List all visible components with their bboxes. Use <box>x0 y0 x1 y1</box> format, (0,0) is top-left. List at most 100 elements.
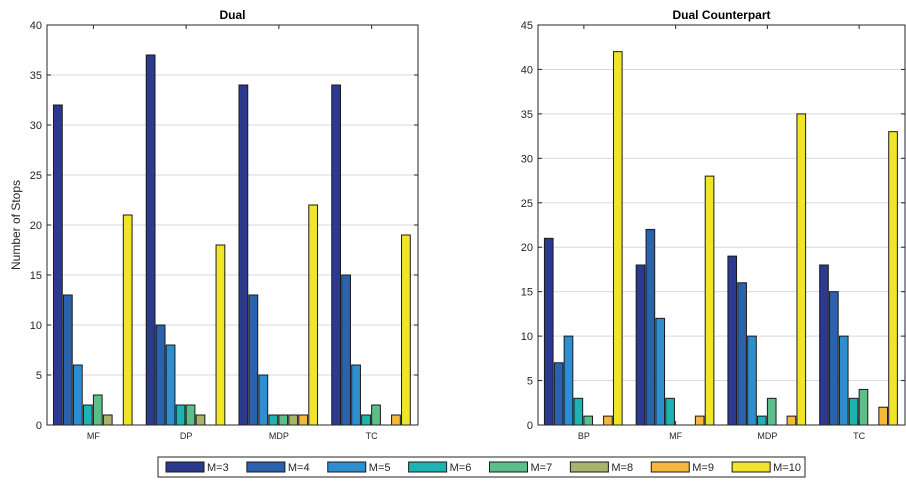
chart-dual-counterpart: 0 5 10 15 20 25 30 35 40 45 BP MF MDP TC Dual Counterp… <box>521 8 906 441</box>
bar <box>612 51 623 426</box>
bar <box>573 397 584 426</box>
bar <box>341 274 351 426</box>
legend-label: M=8 <box>611 462 633 474</box>
bar <box>185 404 196 426</box>
bar <box>747 335 757 426</box>
bar <box>248 294 259 426</box>
y-axis-label: Number of Stops <box>9 180 23 270</box>
bar <box>371 404 381 426</box>
bar <box>288 414 299 426</box>
bar <box>635 264 646 426</box>
bar <box>737 282 747 426</box>
y-tick-label: 10 <box>30 320 42 332</box>
bar <box>351 364 361 426</box>
y-tick-label: 20 <box>30 220 42 232</box>
legend-swatch <box>489 461 528 473</box>
bar <box>655 317 666 426</box>
legend-swatch <box>408 461 448 473</box>
bar <box>122 214 133 426</box>
bar <box>727 255 738 426</box>
bar <box>92 394 103 426</box>
legend-label: M=3 <box>207 462 229 474</box>
bar <box>878 406 889 426</box>
bar <box>694 415 705 426</box>
x-tick-label: MDP <box>269 431 289 441</box>
y-tick-label: 5 <box>36 370 42 382</box>
bar <box>563 335 574 426</box>
legend-label: M=7 <box>531 462 553 474</box>
bar <box>82 404 93 426</box>
chart-title: Dual <box>219 8 245 22</box>
y-tick-label: 35 <box>521 109 533 121</box>
bar <box>858 388 869 426</box>
x-tick-label: DP <box>180 431 193 441</box>
x-tick-label: MDP <box>757 431 777 441</box>
legend-swatch <box>327 461 367 473</box>
bar <box>238 84 249 426</box>
bar <box>786 415 797 426</box>
bar <box>603 415 613 426</box>
bar <box>298 414 309 426</box>
bar <box>553 362 564 426</box>
bar <box>215 244 226 426</box>
bar <box>155 324 166 426</box>
y-tick-label: 0 <box>527 420 533 432</box>
legend-swatch <box>165 461 205 473</box>
bar <box>838 335 849 426</box>
bar <box>361 414 371 426</box>
x-tick-label: MF <box>669 431 682 441</box>
plot-frame <box>537 24 906 426</box>
y-tick-label: 25 <box>521 198 533 210</box>
legend-swatch <box>731 461 771 473</box>
chart-dual: 0 5 10 15 20 25 30 35 40 MF DP MDP TC Dual Number of S… <box>9 8 419 441</box>
bar <box>583 415 594 426</box>
bar <box>278 414 289 426</box>
bar <box>62 294 73 426</box>
bar <box>391 414 401 426</box>
bar <box>829 291 839 426</box>
x-tick-label: MF <box>87 431 100 441</box>
legend-label: M=10 <box>773 462 801 474</box>
bar <box>757 415 767 426</box>
y-tick-label: 35 <box>30 70 42 82</box>
bar <box>195 414 206 426</box>
y-tick-label: 25 <box>30 170 42 182</box>
y-tick-label: 45 <box>521 20 533 32</box>
bar <box>665 397 675 426</box>
legend-swatch <box>246 461 286 473</box>
bar <box>796 113 807 426</box>
y-tick-label: 20 <box>521 242 533 254</box>
y-tick-label: 5 <box>527 376 533 388</box>
bar <box>645 228 656 426</box>
bar <box>888 131 898 426</box>
bar <box>165 344 176 426</box>
y-tick-label: 30 <box>521 153 533 165</box>
legend-box <box>157 456 806 478</box>
chart-title: Dual Counterpart <box>672 8 770 22</box>
bar <box>543 237 554 426</box>
legend-label: M=4 <box>288 462 310 474</box>
y-tick-label: 15 <box>521 287 533 299</box>
y-tick-label: 15 <box>30 270 42 282</box>
bar <box>175 404 186 426</box>
y-tick-label: 40 <box>521 64 533 76</box>
legend: M=3 M=4 M=5 M=6 M=7 M=8 M=9 M=10 <box>157 456 806 478</box>
bar <box>401 234 411 426</box>
legend-label: M=5 <box>369 462 391 474</box>
bar <box>819 264 829 426</box>
y-tick-label: 40 <box>30 20 42 32</box>
y-tick-label: 30 <box>30 120 42 132</box>
bar <box>52 104 63 426</box>
bar <box>848 397 859 426</box>
bar <box>308 204 319 426</box>
bar <box>72 364 83 426</box>
bar <box>766 397 777 426</box>
y-tick-label: 10 <box>521 331 533 343</box>
x-tick-label: BP <box>578 431 590 441</box>
bar <box>268 414 279 426</box>
y-tick-label: 0 <box>36 420 42 432</box>
legend-swatch <box>569 461 609 473</box>
legend-label: M=9 <box>692 462 714 474</box>
